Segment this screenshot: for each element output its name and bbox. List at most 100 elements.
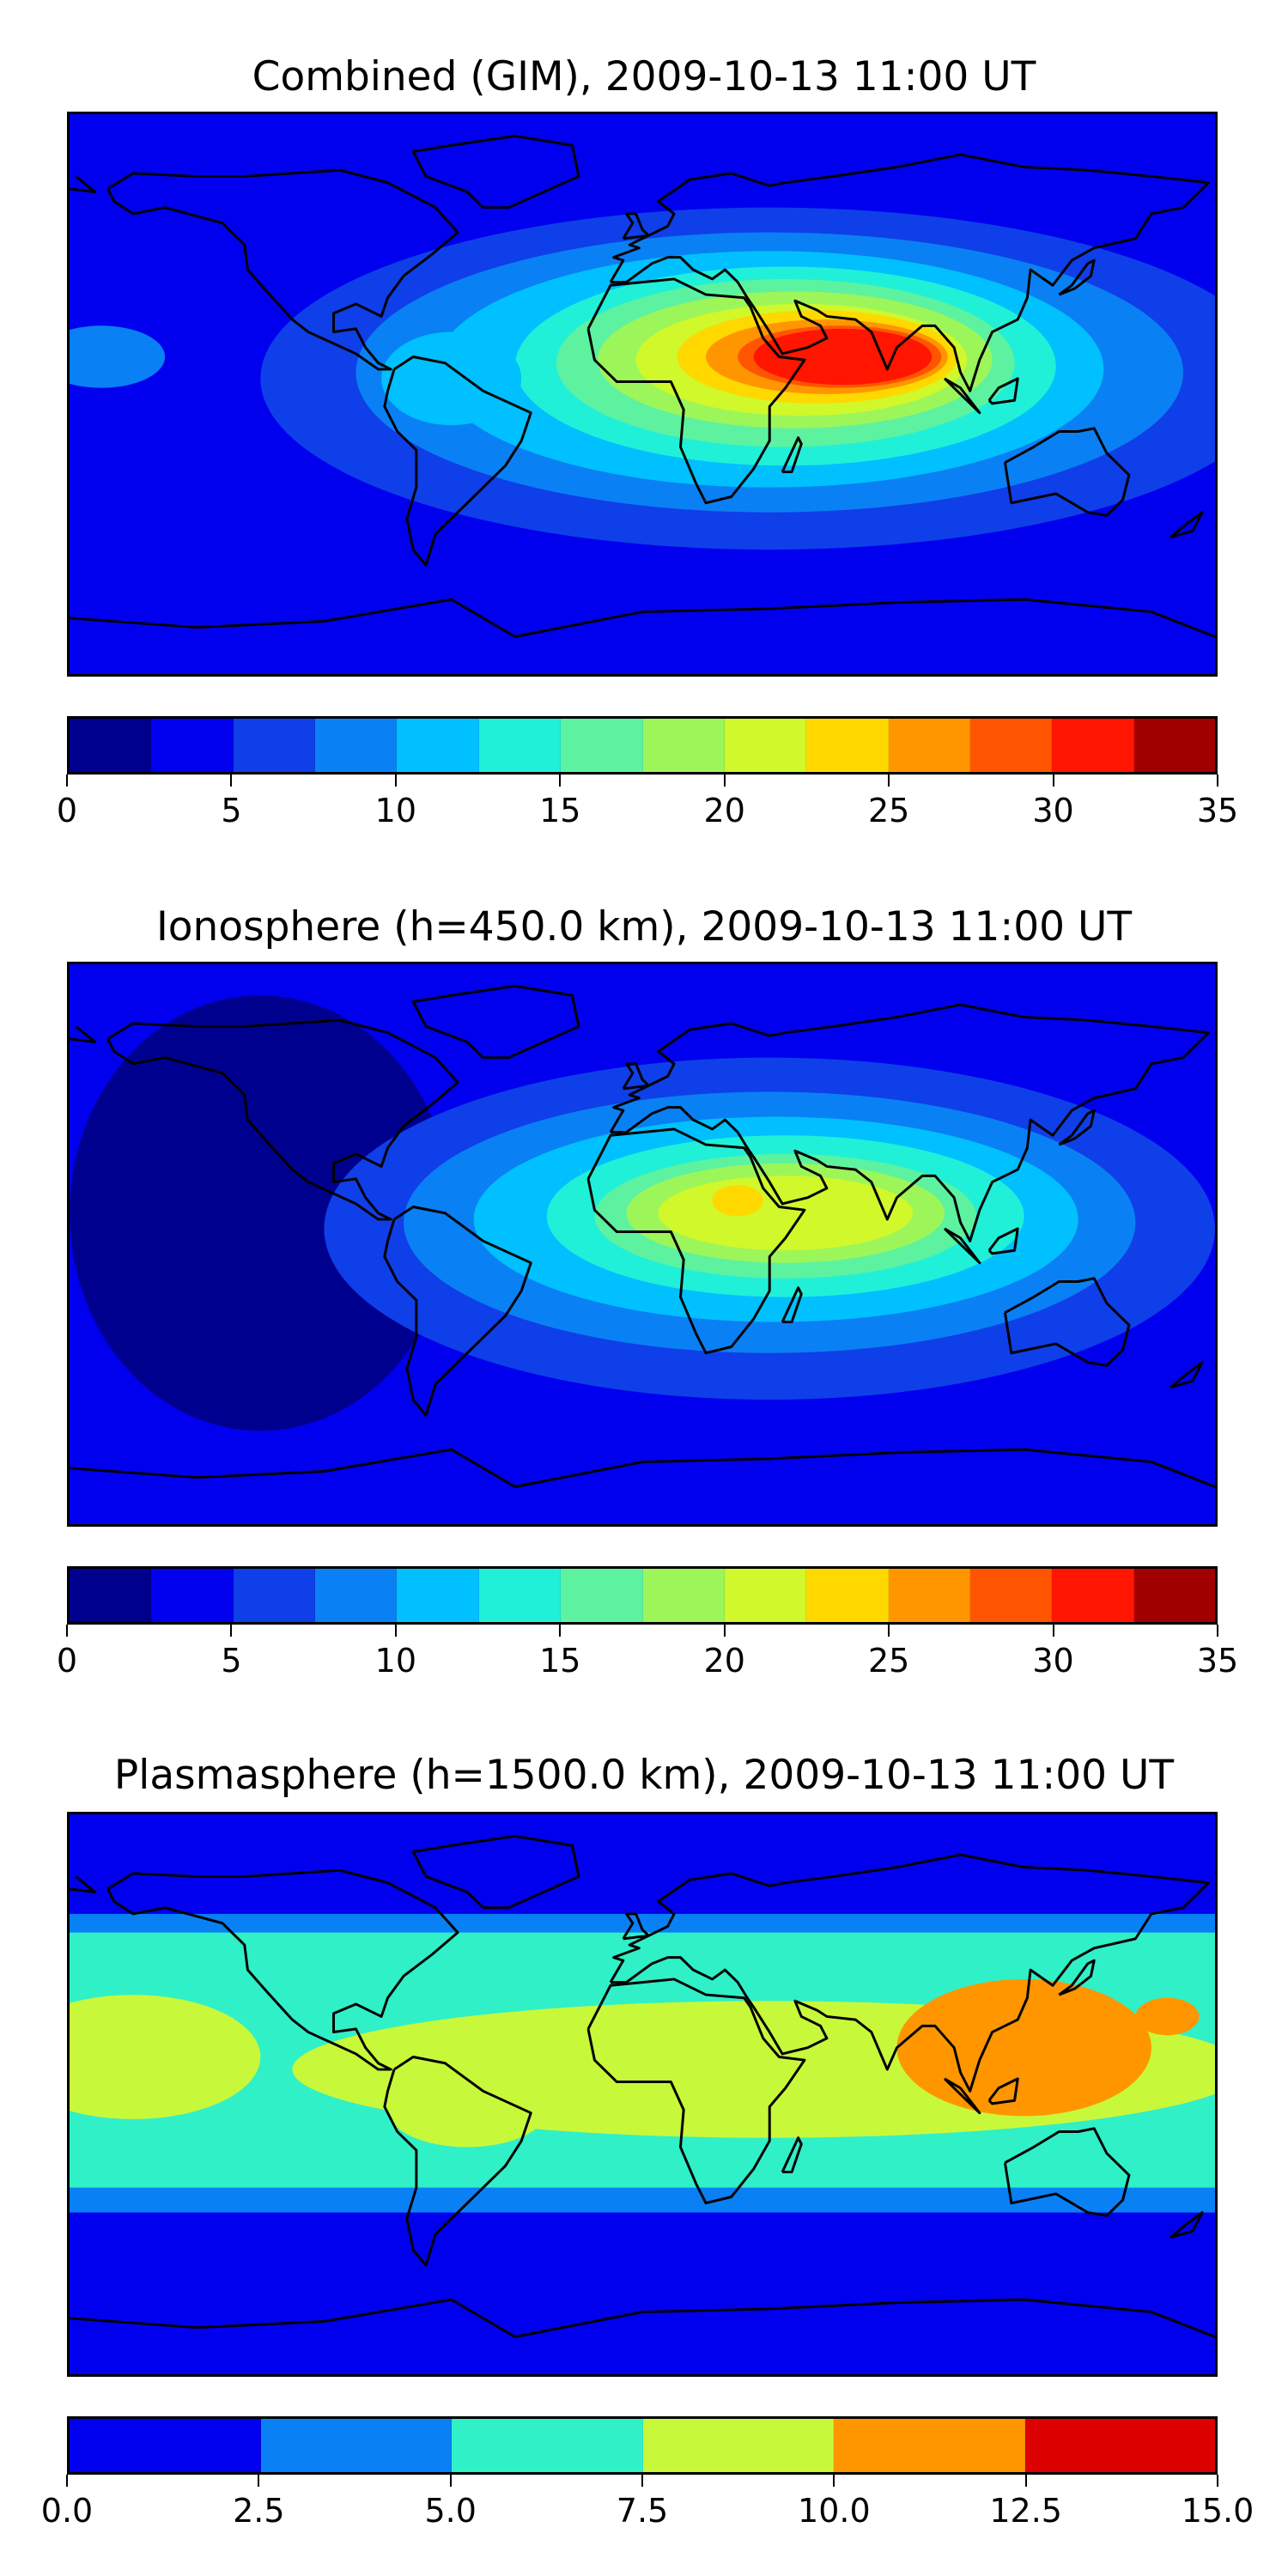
coastline bbox=[987, 2077, 1019, 2105]
colorbar-tick-label: 7.5 bbox=[616, 2492, 669, 2530]
colorbar-segment bbox=[151, 719, 234, 772]
colorbar-segment bbox=[315, 1569, 398, 1622]
colorbar-tick-label: 5.0 bbox=[424, 2492, 477, 2530]
colorbar-tick-label: 5 bbox=[221, 792, 242, 829]
coastline bbox=[106, 1018, 459, 1221]
colorbar-segment bbox=[70, 719, 152, 772]
panel-2-map bbox=[67, 962, 1218, 1527]
coastline bbox=[411, 984, 580, 1060]
colorbar-tick bbox=[66, 775, 68, 787]
colorbar-segment bbox=[452, 2419, 643, 2472]
colorbar-tick-label: 30 bbox=[1032, 1642, 1074, 1680]
colorbar-tick bbox=[230, 775, 233, 787]
colorbar-segment bbox=[724, 1569, 807, 1622]
colorbar-tick bbox=[1024, 2475, 1027, 2487]
coastline bbox=[1170, 1361, 1204, 1389]
colorbar-segment bbox=[806, 1569, 889, 1622]
colorbar-segment bbox=[888, 719, 970, 772]
coastline bbox=[943, 1227, 981, 1265]
colorbar-tick bbox=[230, 1625, 233, 1637]
colorbar-segment bbox=[642, 1569, 725, 1622]
colorbar-tick-label: 35 bbox=[1196, 1642, 1239, 1680]
colorbar-tick bbox=[559, 775, 562, 787]
colorbar-tick-label: 25 bbox=[867, 1642, 910, 1680]
colorbar-segment bbox=[260, 2419, 452, 2472]
colorbar-tick bbox=[1217, 2475, 1218, 2487]
colorbar-segment bbox=[70, 2419, 261, 2472]
colorbar-tick bbox=[1052, 1625, 1054, 1637]
colorbar-segment bbox=[397, 719, 479, 772]
colorbar-segment bbox=[1052, 719, 1134, 772]
coastline bbox=[1058, 1959, 1096, 1996]
coastline bbox=[411, 1834, 580, 1910]
coastline bbox=[70, 2298, 1215, 2338]
colorbar-tick bbox=[394, 775, 397, 787]
colorbar-tick-label: 0.0 bbox=[40, 2492, 94, 2530]
panel-3-title: Plasmasphere (h=1500.0 km), 2009-10-13 1… bbox=[113, 1752, 1175, 1799]
colorbar-tick bbox=[833, 2475, 835, 2487]
colorbar-tick bbox=[641, 2475, 643, 2487]
colorbar-segment bbox=[834, 2419, 1025, 2472]
colorbar-tick-label: 10 bbox=[374, 1642, 417, 1680]
coastline bbox=[943, 2077, 981, 2115]
colorbar-tick bbox=[723, 1625, 726, 1637]
colorbar-segment bbox=[724, 719, 807, 772]
field-contour-region bbox=[387, 2072, 547, 2148]
coastline bbox=[609, 153, 1211, 392]
colorbar-tick-label: 35 bbox=[1196, 792, 1239, 829]
colorbar-tick bbox=[394, 1625, 397, 1637]
panel-2-map-svg bbox=[70, 964, 1215, 1524]
colorbar-segment bbox=[478, 1569, 562, 1622]
colorbar-segment bbox=[969, 1569, 1053, 1622]
coastline bbox=[70, 175, 97, 194]
coastline bbox=[1058, 1109, 1096, 1146]
colorbar-segment bbox=[151, 1569, 234, 1622]
panel-2-colorbar bbox=[67, 1566, 1218, 1625]
colorbar-segment bbox=[642, 719, 725, 772]
panel-2-colorbar-ticks: 0 5 10 15 20 25 30 35 bbox=[57, 1625, 1238, 1680]
field-contour-region bbox=[381, 331, 522, 426]
field-contour-region bbox=[70, 995, 452, 1431]
colorbar-tick-label: 10.0 bbox=[798, 2492, 871, 2530]
panel-3-map bbox=[67, 1812, 1218, 2377]
colorbar-segment bbox=[233, 1569, 316, 1622]
colorbar-segment bbox=[1133, 1569, 1215, 1622]
coastline bbox=[1003, 2127, 1131, 2217]
coastline bbox=[781, 1286, 803, 1324]
colorbar-tick-label: 30 bbox=[1032, 792, 1074, 829]
colorbar-tick-label: 10 bbox=[374, 792, 417, 829]
colorbar-tick-label: 12.5 bbox=[989, 2492, 1062, 2530]
colorbar-segment bbox=[1052, 1569, 1134, 1622]
coastline bbox=[106, 1868, 459, 2071]
field-contour-region bbox=[712, 1185, 763, 1217]
panel-3-colorbar bbox=[67, 2416, 1218, 2475]
coastline bbox=[609, 1853, 1211, 2093]
coastline bbox=[1170, 511, 1204, 539]
coastline bbox=[70, 1875, 97, 1894]
coastline bbox=[586, 1978, 806, 2205]
coastline bbox=[383, 2056, 532, 2267]
colorbar-tick bbox=[449, 2475, 452, 2487]
colorbar-segment bbox=[315, 719, 398, 772]
panel-3-colorbar-ticks: 0.0 2.5 5.0 7.5 10.0 12.5 15.0 bbox=[41, 2475, 1254, 2530]
field-contour-region bbox=[70, 325, 166, 388]
panel-2-title: Ionosphere (h=450.0 km), 2009-10-13 11:0… bbox=[155, 903, 1133, 951]
coastline bbox=[987, 1227, 1019, 1255]
colorbar-tick bbox=[66, 2475, 68, 2487]
colorbar-tick-label: 15 bbox=[539, 1642, 581, 1680]
panel-1-title: Combined (GIM), 2009-10-13 11:00 UT bbox=[252, 53, 1036, 100]
colorbar-segment bbox=[70, 1569, 152, 1622]
coastline bbox=[70, 598, 1215, 638]
coastline bbox=[383, 1206, 532, 1417]
coastline bbox=[1170, 2211, 1204, 2239]
colorbar-tick-label: 20 bbox=[703, 1642, 745, 1680]
field-contour-region bbox=[896, 1978, 1151, 2117]
colorbar-tick bbox=[1052, 775, 1054, 787]
colorbar-segment bbox=[806, 719, 889, 772]
colorbar-segment bbox=[642, 2419, 834, 2472]
field-contour-region bbox=[70, 1995, 261, 2119]
colorbar-tick bbox=[1217, 775, 1218, 787]
colorbar-segment bbox=[888, 1569, 970, 1622]
coastline bbox=[622, 1912, 650, 1941]
coastline bbox=[1003, 1277, 1131, 1367]
